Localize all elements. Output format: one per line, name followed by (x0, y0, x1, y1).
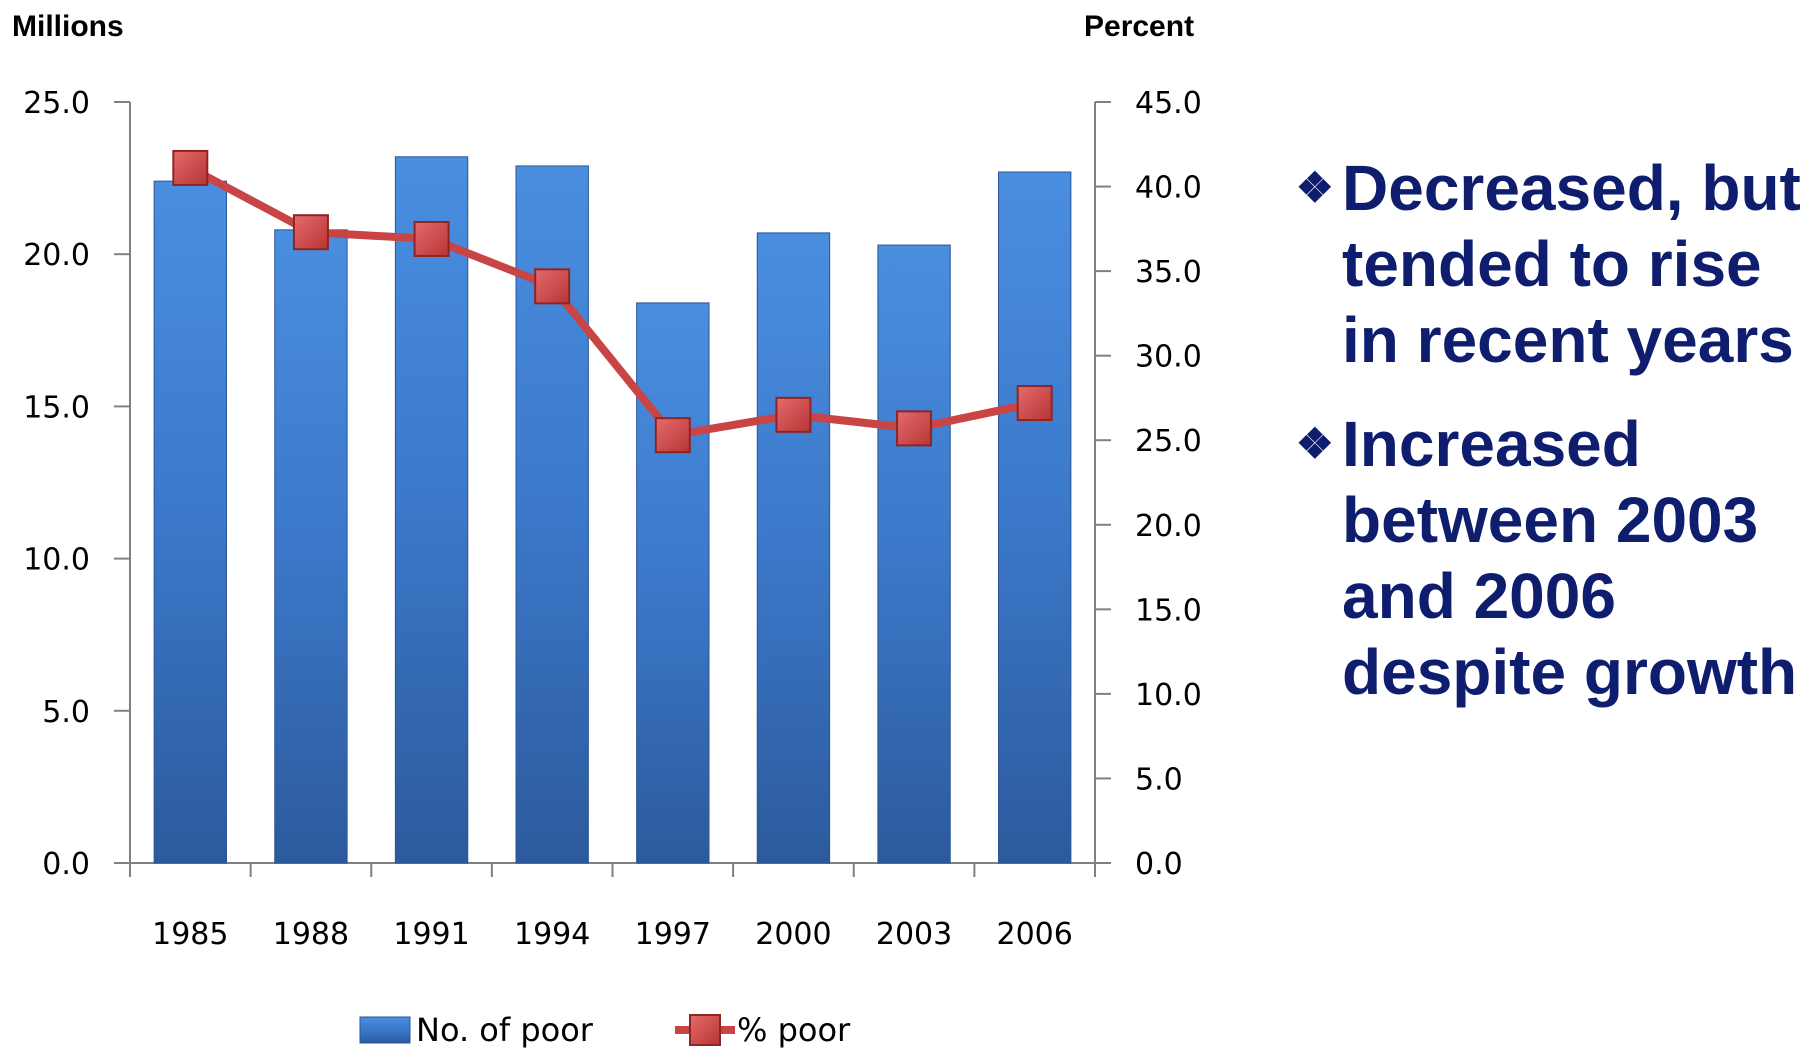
right-tick-label: 45.0 (1135, 86, 1202, 121)
bar-2003 (877, 244, 951, 864)
right-tick-label: 20.0 (1135, 509, 1202, 544)
bar-1988 (274, 229, 348, 864)
right-tick-label: 40.0 (1135, 171, 1202, 206)
right-tick-label: 15.0 (1135, 593, 1202, 628)
x-tick-label: 1988 (273, 917, 349, 952)
right-tick-label: 35.0 (1135, 255, 1202, 290)
right-tick-label: 30.0 (1135, 340, 1202, 375)
percent-poor-marker-1988 (292, 214, 329, 251)
x-tick-label: 1991 (393, 917, 469, 952)
x-tick-label: 2006 (997, 917, 1073, 952)
bar-1985 (153, 180, 227, 864)
left-tick-label: 0.0 (42, 847, 90, 882)
x-tick-label: 1985 (152, 917, 228, 952)
left-axis-title: Millions (12, 10, 124, 43)
x-tick-label: 1994 (514, 917, 590, 952)
bullet-text: Increased between 2003 and 2006 despite … (1342, 408, 1798, 708)
bar-1997 (636, 302, 710, 864)
bullet-list: ❖ Decreased, but tended to rise in recent… (1296, 150, 1816, 738)
x-tick-label: 2003 (876, 917, 952, 952)
percent-poor-marker-1991 (413, 220, 450, 257)
plot-area: 0.0 5.0 10.0 15.0 20.0 25.0 0.0 5.0 10.0 15.0 20.0… (23, 86, 1202, 952)
percent-poor-line (188, 164, 1036, 440)
x-tick-label: 1997 (635, 917, 711, 952)
bullet-item: ❖ Increased between 2003 and 2006 despite… (1296, 406, 1816, 710)
right-tick-label: 10.0 (1135, 678, 1202, 713)
percent-poor-marker-2000 (775, 396, 812, 433)
x-tick-label: 2000 (755, 917, 831, 952)
bullet-text: Decreased, but tended to rise in recent … (1342, 152, 1801, 376)
percent-poor-marker-1994 (534, 268, 571, 305)
diamond-bullet-icon: ❖ (1296, 420, 1334, 467)
left-tick-label: 10.0 (23, 543, 90, 578)
left-tick-label: 25.0 (23, 86, 90, 121)
left-tick-label: 20.0 (23, 238, 90, 273)
right-tick-label: 25.0 (1135, 424, 1202, 459)
legend-marker-swatch (689, 1014, 721, 1046)
right-axis-title: Percent (1084, 10, 1194, 43)
legend-bar-label: No. of poor (416, 1011, 594, 1049)
legend-bar-swatch (359, 1016, 411, 1044)
legend-line-label: % poor (737, 1011, 851, 1049)
bar-2000 (756, 232, 831, 864)
percent-poor-marker-2003 (896, 410, 933, 447)
right-tick-label: 5.0 (1135, 762, 1183, 797)
percent-poor-marker-2006 (1016, 385, 1053, 422)
percent-poor-marker-1985 (172, 149, 209, 186)
bar-1991 (394, 156, 469, 864)
right-tick-label: 0.0 (1135, 847, 1183, 882)
left-tick-label: 15.0 (23, 390, 90, 425)
bullet-item: ❖ Decreased, but tended to rise in recent… (1296, 150, 1816, 378)
bar-2006 (998, 171, 1072, 864)
legend: No. of poor % poor (359, 1011, 851, 1049)
percent-poor-marker-1997 (654, 417, 691, 454)
diamond-bullet-icon: ❖ (1296, 164, 1334, 211)
left-tick-label: 5.0 (42, 695, 90, 730)
